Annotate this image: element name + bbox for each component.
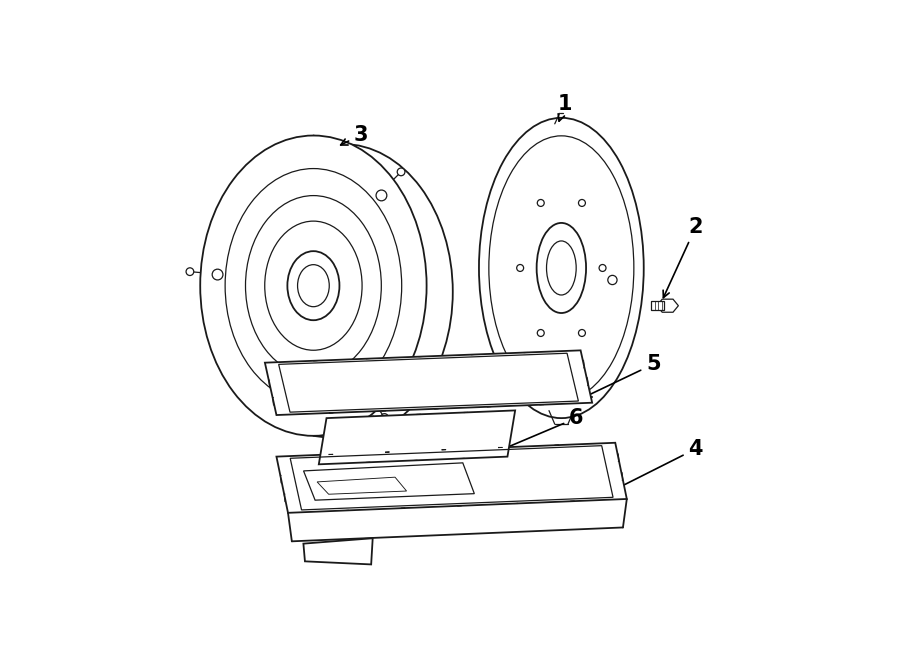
Polygon shape xyxy=(657,299,679,312)
Circle shape xyxy=(599,264,606,272)
Polygon shape xyxy=(265,350,592,415)
Circle shape xyxy=(381,414,389,421)
Circle shape xyxy=(364,385,374,396)
Circle shape xyxy=(608,276,617,285)
Circle shape xyxy=(186,268,194,276)
Ellipse shape xyxy=(536,223,586,313)
Text: 3: 3 xyxy=(341,125,368,145)
Circle shape xyxy=(397,168,405,176)
Polygon shape xyxy=(651,301,664,310)
Circle shape xyxy=(376,190,387,201)
Text: 1: 1 xyxy=(558,94,572,121)
Text: 2: 2 xyxy=(663,217,703,297)
Ellipse shape xyxy=(323,354,338,360)
Circle shape xyxy=(537,330,544,336)
Ellipse shape xyxy=(546,241,576,295)
Circle shape xyxy=(537,200,544,206)
Polygon shape xyxy=(276,443,626,513)
Circle shape xyxy=(517,264,524,272)
Circle shape xyxy=(579,200,585,206)
Polygon shape xyxy=(303,538,373,564)
Ellipse shape xyxy=(200,136,427,436)
Circle shape xyxy=(579,330,585,336)
Text: 4: 4 xyxy=(616,439,703,489)
Ellipse shape xyxy=(287,251,339,320)
Ellipse shape xyxy=(298,264,329,307)
Polygon shape xyxy=(319,410,515,464)
Text: 5: 5 xyxy=(585,354,661,397)
Ellipse shape xyxy=(479,118,644,418)
Text: 6: 6 xyxy=(504,408,583,449)
Circle shape xyxy=(212,269,223,280)
